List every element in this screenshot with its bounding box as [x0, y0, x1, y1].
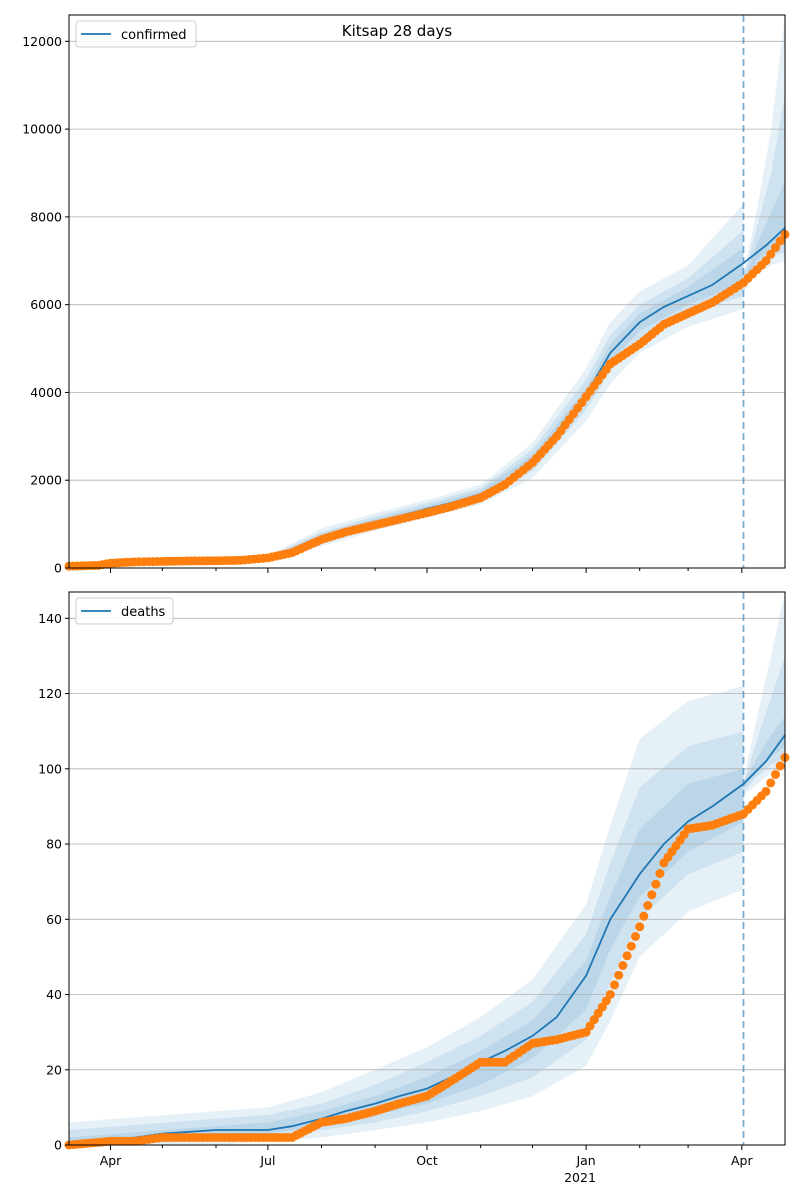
legend-label-deaths: deaths	[121, 605, 166, 620]
observed-point	[647, 890, 657, 900]
confidence-bands	[69, 15, 785, 568]
legend-box	[75, 20, 197, 48]
y-tick-label: 10000	[22, 122, 62, 137]
y-tick-label: 120	[38, 686, 62, 701]
y-tick-label: 20	[46, 1062, 62, 1077]
y-tick-label: 60	[46, 912, 62, 927]
confirmed-panel: 0 2000 4000 6000 8000 10000 12000 confirmed Ki…	[22, 14, 790, 576]
observed-point	[655, 869, 665, 878]
legend-box	[75, 597, 174, 625]
x-tick-label: Jan	[575, 1153, 595, 1168]
y-ticks: 0 2000 4000 6000 8000 10000 12000	[22, 34, 69, 576]
x-tick-label: Oct	[416, 1153, 438, 1168]
y-tick-label: 2000	[30, 473, 62, 488]
observed-point	[631, 932, 640, 941]
confidence-band-1	[69, 731, 744, 1145]
y-tick-label: 40	[46, 987, 62, 1002]
y-ticks: 0 20 40 60 80 100 120 140	[38, 611, 69, 1153]
observed-point	[761, 786, 771, 796]
y-tick-label: 140	[38, 611, 62, 626]
confidence-band-5	[743, 716, 785, 788]
y-tick-label: 6000	[30, 297, 62, 312]
observed-point	[618, 961, 628, 970]
x-tick-label: Apr	[731, 1153, 753, 1168]
legend: deaths	[75, 597, 174, 625]
observed-point	[766, 249, 776, 259]
confidence-band-3	[743, 15, 785, 292]
observed-point	[605, 990, 615, 999]
confidence-band-0	[69, 203, 744, 568]
observed-point	[626, 941, 636, 951]
observed-point	[639, 911, 649, 921]
y-tick-label: 4000	[30, 385, 62, 400]
y-tick-label: 0	[54, 561, 62, 576]
observed-point	[622, 951, 632, 961]
observed-point	[761, 256, 771, 266]
y-tick-label: 0	[54, 1138, 62, 1153]
x-tick-year-label: 2021	[564, 1170, 596, 1185]
y-tick-label: 100	[38, 761, 62, 776]
confidence-band-4	[743, 656, 785, 792]
observed-point	[766, 778, 776, 788]
x-ticks: Apr Jul Oct Jan Apr	[100, 1145, 753, 1168]
confidence-bands	[69, 592, 785, 1145]
observed-points	[64, 229, 790, 571]
x-tick-label: Apr	[100, 1153, 122, 1168]
x-tick-label: Jul	[259, 1153, 275, 1168]
observed-point	[775, 761, 785, 771]
chart-title: Kitsap 28 days	[342, 22, 453, 40]
observed-point	[775, 236, 785, 246]
observed-point	[771, 243, 780, 253]
deaths-panel: 0 20 40 60 80 100 120 140 Apr Jul Oct Jan Apr death…	[38, 591, 790, 1185]
confidence-band-5	[743, 181, 785, 283]
y-tick-label: 12000	[22, 34, 62, 49]
observed-point	[635, 922, 645, 932]
y-tick-label: 8000	[30, 209, 62, 224]
observed-point	[651, 879, 661, 889]
y-tick-label: 80	[46, 837, 62, 852]
observed-point	[610, 980, 619, 990]
observed-point	[643, 901, 653, 910]
confidence-band-2	[69, 768, 744, 1145]
observed-point	[614, 970, 624, 980]
confidence-band-0	[69, 686, 744, 1145]
legend: confirmed	[75, 20, 197, 48]
legend-label-confirmed: confirmed	[121, 28, 187, 43]
x-ticks	[110, 568, 743, 573]
observed-point	[771, 770, 780, 779]
confidence-band-4	[743, 94, 785, 288]
